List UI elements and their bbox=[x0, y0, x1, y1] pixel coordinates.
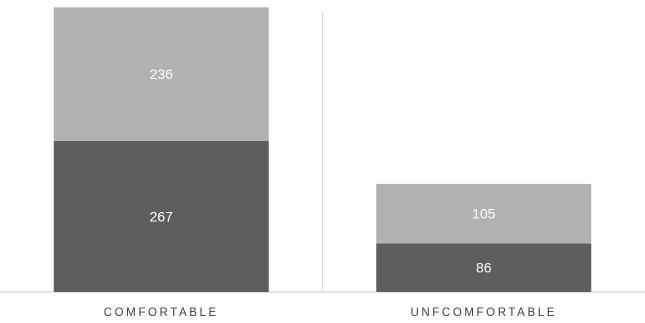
bar-segment bbox=[53, 7, 269, 141]
data-label: 105 bbox=[472, 206, 496, 222]
data-label: 236 bbox=[150, 66, 174, 82]
data-label: 86 bbox=[476, 260, 492, 276]
bar-segment bbox=[376, 243, 592, 292]
data-labels-group: 267 236 86 105 bbox=[150, 66, 496, 276]
data-label: 267 bbox=[150, 208, 174, 224]
category-label: UNFCOMFORTABLE bbox=[410, 307, 557, 319]
category-label: COMFORTABLE bbox=[104, 307, 219, 319]
bar-segment bbox=[53, 140, 269, 292]
category-labels-group: COMFORTABLE UNFCOMFORTABLE bbox=[104, 307, 557, 319]
bars-group bbox=[53, 7, 592, 292]
bar-segment bbox=[376, 183, 592, 244]
